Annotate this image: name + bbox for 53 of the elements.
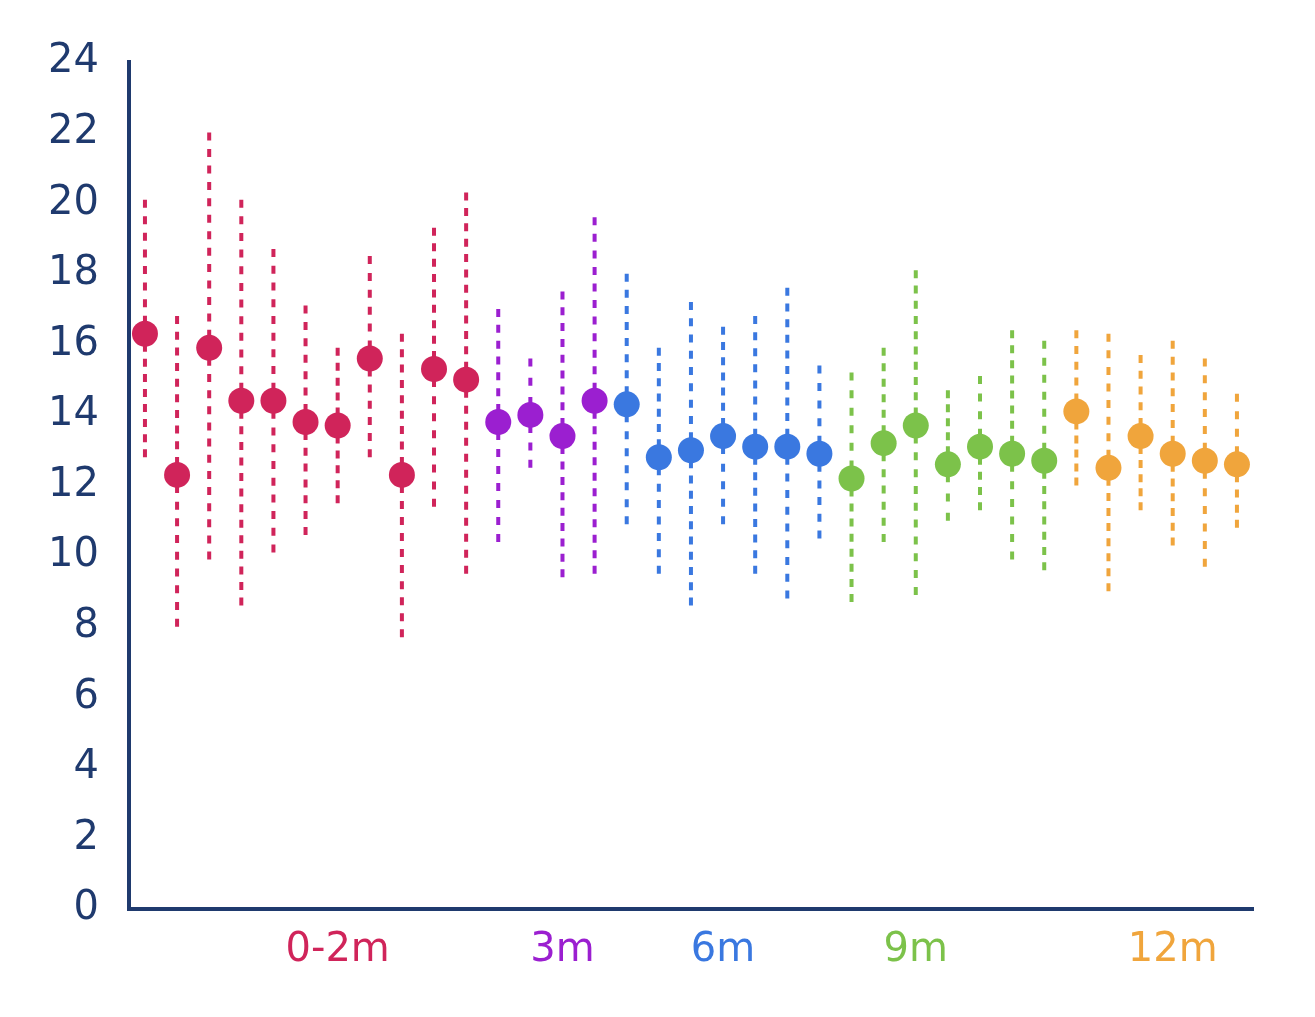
point bbox=[453, 366, 480, 393]
y-tick-label: 0 bbox=[73, 882, 99, 929]
y-tick-label: 16 bbox=[47, 317, 99, 364]
y-tick-label: 4 bbox=[73, 741, 99, 788]
y-tick-label: 24 bbox=[47, 35, 99, 82]
point bbox=[806, 440, 833, 467]
x-tick-label: 6m bbox=[690, 924, 756, 971]
point bbox=[517, 401, 544, 428]
point bbox=[196, 334, 223, 361]
point bbox=[1191, 447, 1218, 474]
point bbox=[581, 387, 608, 414]
point bbox=[131, 320, 158, 347]
point bbox=[1063, 398, 1090, 425]
y-tick-label: 20 bbox=[47, 176, 99, 223]
point bbox=[324, 412, 351, 439]
point bbox=[485, 408, 512, 435]
x-tick-label: 12m bbox=[1127, 924, 1218, 971]
point bbox=[1095, 454, 1122, 481]
y-tick-label: 12 bbox=[47, 458, 99, 505]
point bbox=[1127, 423, 1154, 450]
point bbox=[421, 356, 448, 383]
y-tick-label: 2 bbox=[73, 811, 99, 858]
y-tick-label: 6 bbox=[73, 670, 99, 717]
point bbox=[1223, 451, 1250, 478]
y-tick-label: 22 bbox=[47, 105, 99, 152]
point bbox=[228, 387, 255, 414]
y-tick-label: 8 bbox=[73, 600, 99, 647]
point bbox=[164, 461, 191, 488]
point bbox=[292, 408, 319, 435]
point bbox=[613, 391, 640, 418]
point bbox=[1031, 447, 1058, 474]
point bbox=[356, 345, 383, 372]
y-tick-label: 14 bbox=[47, 388, 99, 435]
point bbox=[967, 433, 993, 460]
x-tick-label: 0-2m bbox=[285, 924, 390, 971]
point bbox=[934, 451, 961, 478]
point bbox=[388, 461, 415, 488]
x-tick-label: 3m bbox=[530, 924, 595, 971]
y-tick-label: 18 bbox=[47, 247, 99, 294]
point bbox=[774, 433, 801, 460]
point bbox=[710, 423, 737, 450]
point bbox=[870, 430, 897, 457]
y-tick-label: 10 bbox=[47, 529, 99, 576]
point bbox=[902, 412, 929, 439]
point bbox=[677, 437, 704, 464]
x-tick-label: 9m bbox=[883, 924, 948, 971]
point bbox=[838, 465, 865, 492]
point bbox=[645, 444, 672, 471]
point bbox=[260, 387, 287, 414]
point bbox=[549, 423, 576, 450]
point bbox=[999, 440, 1026, 467]
point bbox=[1159, 440, 1186, 467]
point bbox=[742, 433, 769, 460]
